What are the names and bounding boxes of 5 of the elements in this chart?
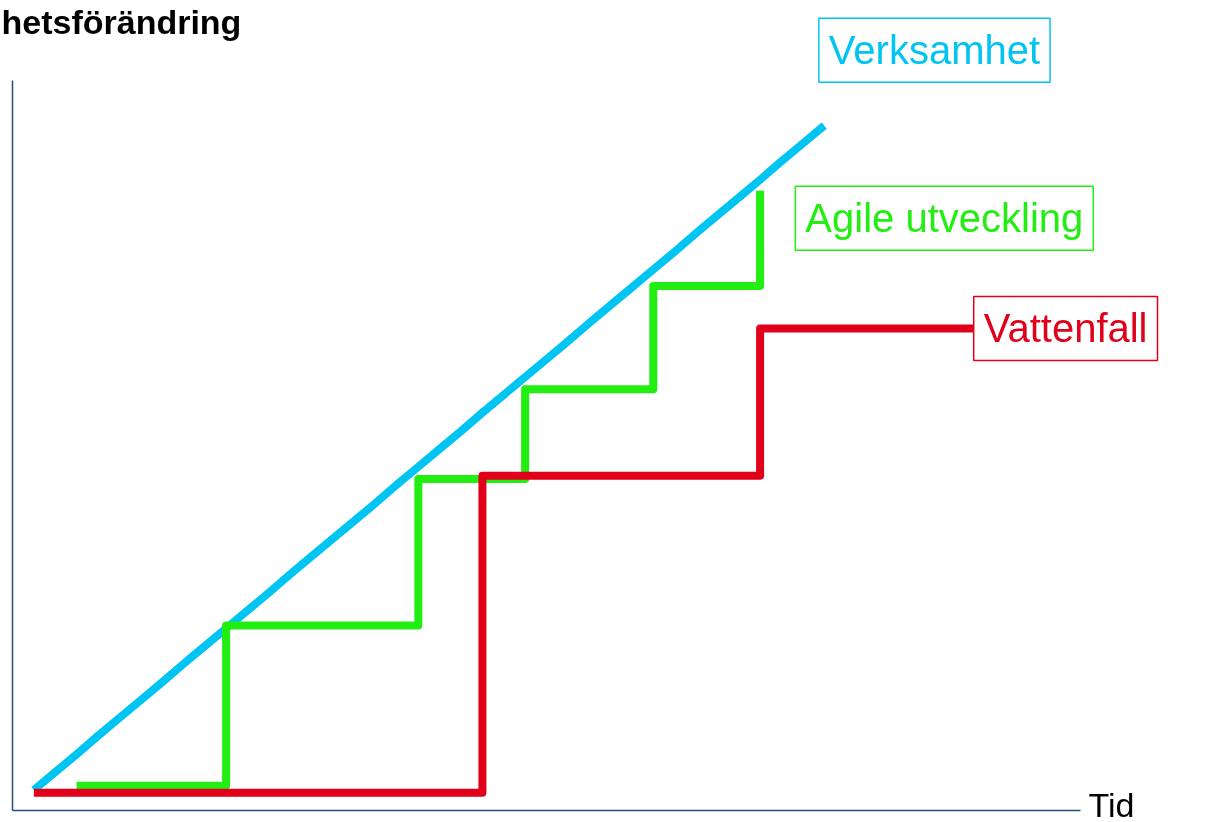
series-label: Verksamhet <box>828 28 1041 73</box>
y-axis-title: hetsförändring <box>1 2 242 41</box>
x-axis-title: Tid <box>1088 785 1135 822</box>
series-label: Agile utveckling <box>805 196 1084 241</box>
series-label: Vattenfall <box>983 306 1148 351</box>
